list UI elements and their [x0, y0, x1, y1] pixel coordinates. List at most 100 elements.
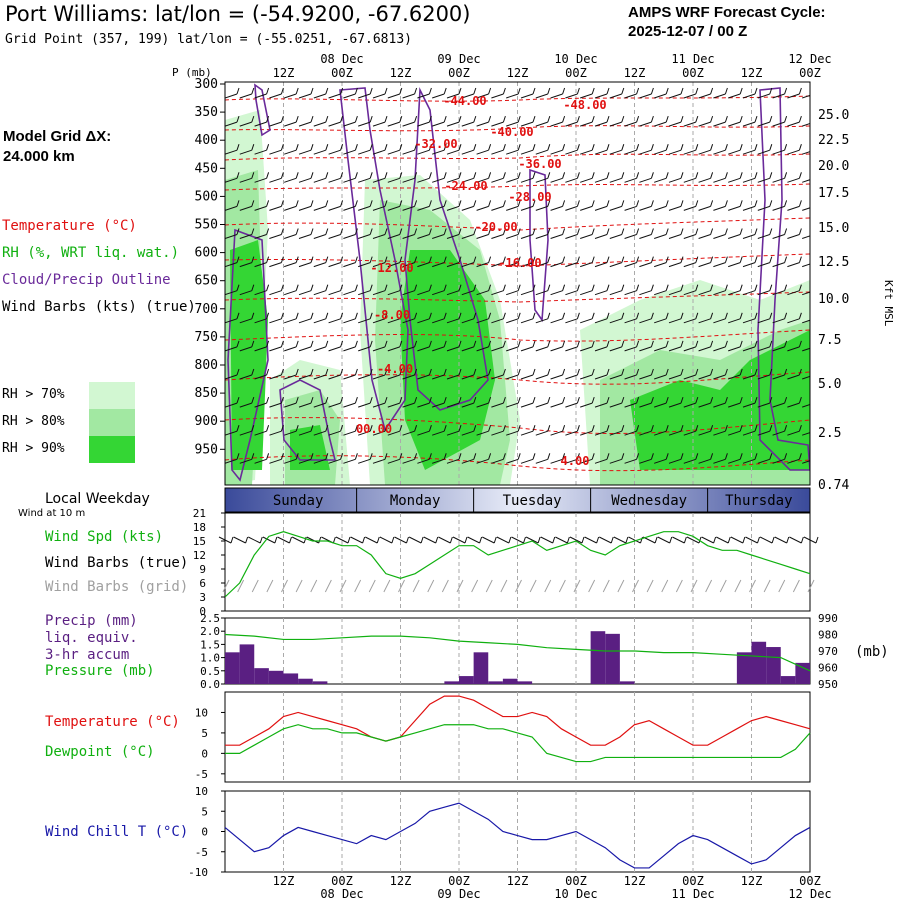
wind-barb-shaft: [402, 430, 415, 436]
wind-barb-flag: [251, 144, 255, 151]
wind-barb-flag: [354, 228, 358, 235]
wind-barb-shaft: [343, 234, 356, 239]
wind-barb-flag: [814, 257, 816, 263]
wind-barb-shaft: [654, 121, 667, 127]
wind-barb-shaft: [313, 318, 326, 324]
wind-barb-shaft: [269, 121, 282, 127]
wind-barb-shaft: [742, 402, 756, 408]
true-wind-barb-flag: [245, 536, 249, 544]
wind-barb-shaft: [639, 458, 652, 464]
wind-barb-flag: [251, 340, 255, 348]
wind-barb-flag: [280, 312, 284, 319]
wind-barb-flag: [754, 453, 758, 460]
wind-barb-shaft: [594, 318, 608, 324]
wind-barb-flag: [414, 425, 418, 432]
grid-wind-barb: [398, 579, 405, 593]
wind-barb-shaft: [550, 93, 563, 99]
wind-barb-flag: [710, 144, 714, 151]
wind-barb-shaft: [254, 318, 267, 324]
wind-barb-flag: [369, 87, 373, 95]
isotherm-line: [225, 125, 810, 132]
wind-barb-flag: [814, 116, 816, 122]
wind-barb-shaft: [772, 458, 785, 464]
wind-barb-flag: [251, 228, 255, 235]
wind-barb-shaft: [742, 346, 756, 352]
wind-barb-shaft: [284, 458, 297, 464]
wind-barb-shaft: [387, 402, 400, 408]
wind-barb-flag: [428, 115, 432, 123]
wind-barb-flag: [591, 228, 595, 235]
wind-barb-flag: [754, 228, 758, 235]
wind-barb-flag: [310, 340, 314, 348]
wind-barb-shaft: [284, 262, 297, 268]
wind-barb-shaft: [580, 430, 593, 436]
wind-barb-shaft: [698, 290, 711, 296]
wind-barb-shaft: [654, 318, 667, 324]
true-wind-barb: [394, 536, 407, 544]
wind-barb-shaft: [802, 151, 810, 155]
wind-barb-shaft: [594, 374, 608, 380]
wind-barb-shaft: [432, 430, 445, 436]
wind-barb-flag: [769, 200, 773, 207]
wind-chill-tick-label: -10: [188, 866, 208, 879]
wind-barb-shaft: [609, 93, 622, 99]
wind-barb-shaft: [446, 458, 460, 464]
wind-barb-flag: [295, 87, 299, 95]
wind-barb-shaft: [550, 290, 563, 296]
wind-barb-flag: [295, 172, 299, 179]
wind-barb-flag: [754, 312, 758, 319]
wind-barb-shaft: [372, 374, 386, 380]
wind-barb-shaft: [668, 430, 682, 436]
wind-barb-flag: [576, 200, 580, 207]
wind-barb-flag: [680, 228, 684, 235]
wind-barb-flag: [636, 144, 640, 151]
wind-barb-shaft: [284, 402, 297, 408]
precip-bar: [780, 676, 796, 684]
wind-barb-flag: [399, 256, 403, 263]
top-hour-tick-label: 00Z: [448, 66, 470, 80]
wind-barb-flag: [340, 200, 344, 207]
wind-barb-shaft: [713, 205, 726, 211]
wind-barb-flag: [340, 172, 344, 179]
wind-barb-flag: [769, 425, 773, 432]
wind-barb-flag: [310, 425, 314, 432]
wind-barb-shaft: [668, 149, 682, 155]
grid-wind-barb: [251, 579, 259, 593]
wind-barb-flag: [369, 228, 373, 235]
wind-barb-flag: [517, 87, 521, 95]
true-wind-barb-flag: [464, 536, 468, 544]
wind-barb-shaft: [609, 290, 622, 296]
wind-barb-shaft: [372, 149, 386, 155]
wind-barb-shaft: [802, 403, 810, 408]
wind-barb-flag: [517, 368, 521, 376]
wind-chill-tick-label: 10: [195, 785, 208, 798]
wind-barb-flag: [636, 425, 640, 432]
wind-barb-flag: [710, 453, 714, 460]
wind-barb-flag: [562, 87, 566, 95]
grid-wind-barb: [544, 579, 552, 593]
legend-liq-equiv: liq. equiv.: [45, 630, 138, 646]
local-weekday-label: Local Weekday: [45, 491, 150, 507]
wind-barb-shaft: [802, 179, 810, 183]
grid-wind-barb: [573, 579, 581, 593]
wind-barb-shaft: [550, 458, 563, 464]
precip-tick-label: 1.5: [200, 638, 220, 651]
wind-barb-flag: [665, 144, 669, 151]
wind-barb-flag: [636, 87, 640, 95]
wind-barb-shaft: [254, 205, 267, 211]
wind-barb-shaft: [742, 177, 756, 183]
wind-chill-panel: [224, 790, 811, 873]
bottom-hour-tick-label: 12Z: [741, 874, 763, 888]
wind-barb-flag: [532, 340, 536, 348]
wind-barb-shaft: [476, 430, 489, 436]
wind-barb-flag: [532, 144, 536, 151]
wind-barb-flag: [458, 144, 462, 151]
wind-barb-shaft: [550, 205, 563, 211]
wind-barb-flag: [754, 200, 758, 207]
wind-barb-shaft: [668, 402, 682, 408]
wind-barb-shaft: [580, 290, 593, 296]
wind-barb-flag: [739, 144, 743, 151]
true-wind-barb-flag: [289, 536, 292, 544]
wind-barb-shaft: [594, 93, 608, 99]
wind-barb-shaft: [787, 93, 800, 99]
